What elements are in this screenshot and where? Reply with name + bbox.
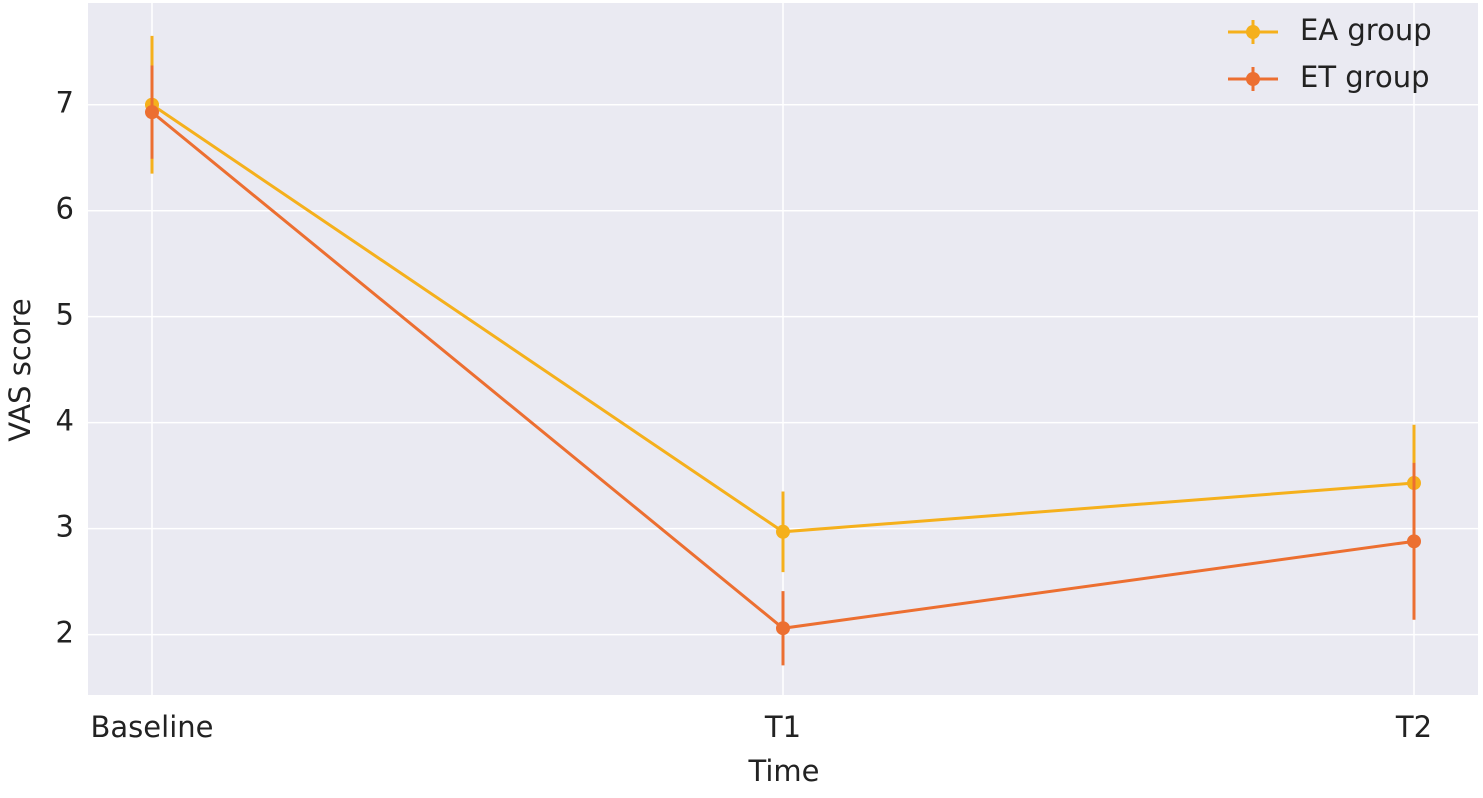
- y-tick-label: 3: [56, 510, 74, 544]
- y-tick-label: 5: [56, 298, 74, 332]
- x-tick-label: T2: [1395, 710, 1432, 744]
- x-tick-label: T1: [764, 710, 801, 744]
- y-tick-label: 6: [56, 192, 74, 226]
- y-tick-label: 4: [56, 404, 74, 438]
- x-axis-label: Time: [748, 754, 820, 788]
- data-point: [1407, 534, 1421, 549]
- data-point: [776, 621, 790, 636]
- data-point: [145, 105, 159, 120]
- y-tick-label: 7: [56, 86, 74, 120]
- data-point: [776, 524, 790, 539]
- legend-label: ET group: [1300, 60, 1429, 94]
- x-tick-label: Baseline: [91, 710, 214, 744]
- y-tick-label: 2: [56, 616, 74, 650]
- y-axis-label: VAS score: [3, 298, 37, 441]
- legend-label: EA group: [1300, 13, 1432, 47]
